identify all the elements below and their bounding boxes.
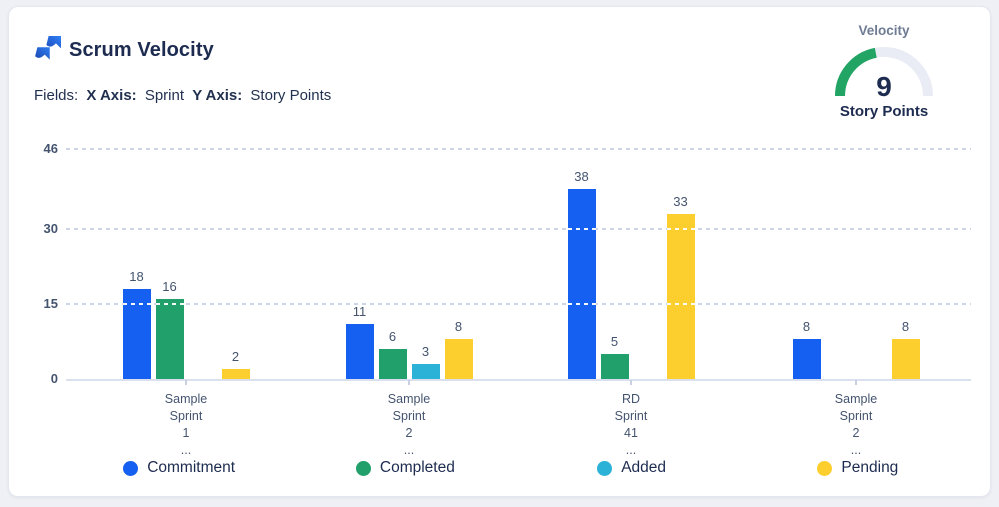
x-tick-label-line: Sample <box>387 392 431 406</box>
gridline-over-bar <box>567 303 596 305</box>
bar-completed-group1[interactable] <box>155 299 184 379</box>
x-tick-label: Sample Sprint 2... <box>344 391 474 459</box>
legend-item-commitment[interactable]: Commitment <box>66 459 292 477</box>
y-tick-label: 46 <box>43 141 58 156</box>
y-tick-label: 15 <box>43 296 58 311</box>
legend-label: Completed <box>379 459 455 476</box>
legend-label: Pending <box>841 459 899 476</box>
legend-item-added[interactable]: Added <box>519 459 745 477</box>
bar-completed-group2[interactable] <box>378 349 407 379</box>
gridline-over-bar <box>666 303 695 305</box>
legend: Commitment Completed Added Pending <box>66 459 971 477</box>
x-tick-mark <box>185 380 187 385</box>
legend-item-pending[interactable]: Pending <box>745 459 971 477</box>
bar-pending-group4[interactable] <box>891 339 920 379</box>
x-tick-label-line: 2 <box>852 426 860 440</box>
bar-commitment-group1[interactable] <box>122 289 151 379</box>
x-tick-label: Sample Sprint 2... <box>791 391 921 459</box>
gauge-arc: 9 <box>834 45 934 102</box>
fields-summary: Fields: X Axis: Sprint Y Axis: Story Poi… <box>34 87 335 104</box>
x-tick-label-line: 2 <box>405 426 413 440</box>
bar-value-label: 11 <box>352 304 367 319</box>
bar-value-label: 8 <box>802 319 811 334</box>
x-tick-label-line: Sprint <box>392 409 426 423</box>
bar-value-label: 18 <box>129 269 144 284</box>
y-axis-field-label: Y Axis: <box>192 87 243 104</box>
x-tick-label-line: Sample <box>834 392 878 406</box>
velocity-bar-chart: 0 15 30 46 18 16 2 Sample Sprint 1... 11 6 3 8 Sample S… <box>9 7 990 496</box>
x-tick-label: RD Sprint 41... <box>566 391 696 459</box>
bar-value-label: 2 <box>231 349 240 364</box>
gridline-over-bar <box>666 228 695 230</box>
bar-pending-group3[interactable] <box>666 214 695 379</box>
page-title: Scrum Velocity <box>69 39 214 61</box>
x-tick-label-line: Sprint <box>614 409 648 423</box>
gridline-30 <box>66 228 971 230</box>
bar-value-label: 33 <box>673 194 688 209</box>
x-axis-line <box>66 379 971 381</box>
legend-dot-commitment <box>123 460 139 476</box>
bar-value-label: 6 <box>388 329 397 344</box>
x-tick-label-line: 1 <box>182 426 190 440</box>
bar-value-label: 8 <box>454 319 463 334</box>
bar-pending-group1[interactable] <box>221 369 250 379</box>
bar-commitment-group4[interactable] <box>792 339 821 379</box>
x-tick-label-line: Sprint <box>169 409 203 423</box>
legend-label: Commitment <box>147 459 236 476</box>
legend-item-completed[interactable]: Completed <box>292 459 518 477</box>
bar-commitment-group2[interactable] <box>345 324 374 379</box>
velocity-gauge: Velocity 9 Story Points <box>818 23 950 120</box>
bar-value-label: 3 <box>421 344 430 359</box>
bar-value-label: 38 <box>574 169 589 184</box>
bar-value-label: 5 <box>610 334 619 349</box>
legend-dot-added <box>597 460 613 476</box>
y-tick-label: 0 <box>50 371 58 386</box>
gauge-unit-label: Story Points <box>839 103 929 120</box>
bar-commitment-group3[interactable] <box>567 189 596 379</box>
bar-pending-group2[interactable] <box>444 339 473 379</box>
x-tick-label-line: Sample <box>164 392 208 406</box>
x-tick-label: Sample Sprint 1... <box>121 391 251 459</box>
x-tick-label-line: 41 <box>624 426 638 440</box>
bar-added-group2[interactable] <box>411 364 440 379</box>
y-tick-label: 30 <box>43 221 58 236</box>
x-tick-mark <box>408 380 410 385</box>
x-axis-field-value: Sprint <box>144 87 185 104</box>
x-tick-label-line: Sprint <box>839 409 873 423</box>
x-tick-label-line: ... <box>180 443 192 457</box>
legend-dot-pending <box>817 460 833 476</box>
gridline-over-bar <box>155 303 184 305</box>
x-tick-mark <box>630 380 632 385</box>
gauge-value: 9 <box>876 71 892 102</box>
fields-prefix: Fields: <box>34 87 79 104</box>
legend-label: Added <box>621 459 667 476</box>
gridline-over-bar <box>567 228 596 230</box>
gridline-over-bar <box>122 303 151 305</box>
scrum-velocity-card: Scrum Velocity Fields: X Axis: Sprint Y … <box>8 6 991 497</box>
bar-value-label: 16 <box>162 279 177 294</box>
gauge-arc-fill <box>835 47 933 97</box>
y-axis-field-value: Story Points <box>250 87 332 104</box>
x-axis-field-label: X Axis: <box>86 87 137 104</box>
legend-dot-completed <box>355 460 371 476</box>
gridline-15 <box>66 303 971 305</box>
x-tick-label-line: RD <box>621 392 641 406</box>
x-tick-label-line: ... <box>850 443 862 457</box>
gridline-46 <box>66 148 971 150</box>
bar-completed-group3[interactable] <box>600 354 629 379</box>
gauge-title: Velocity <box>858 23 910 38</box>
x-tick-label-line: ... <box>403 443 415 457</box>
x-tick-label-line: ... <box>625 443 637 457</box>
x-tick-mark <box>855 380 857 385</box>
jira-logo-icon <box>35 36 61 60</box>
bar-value-label: 8 <box>901 319 910 334</box>
